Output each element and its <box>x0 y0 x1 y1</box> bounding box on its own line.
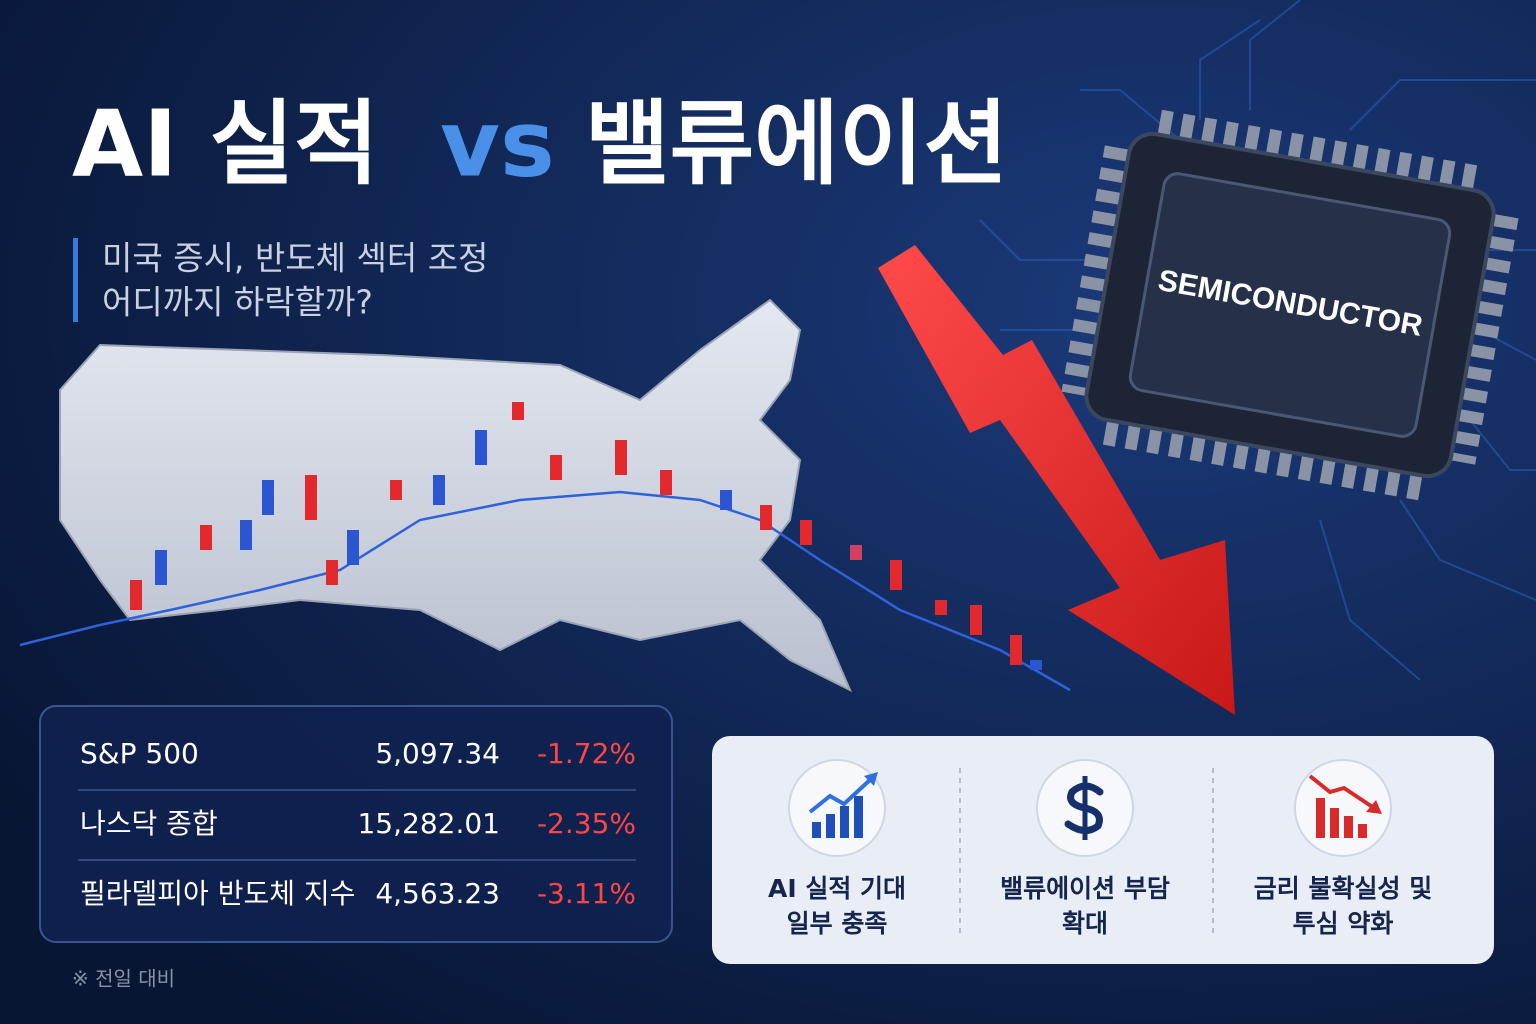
us-map <box>59 298 852 693</box>
factor-label: 금리 불확실성 및 <box>1254 874 1432 903</box>
candle <box>760 505 772 530</box>
title-part: 밸류에이션 <box>585 90 1008 197</box>
chip-pins <box>1061 145 1135 397</box>
icon-bar <box>1358 824 1367 838</box>
subtitle: 어디까지 하락할까? <box>102 283 373 322</box>
index-panel <box>39 705 673 943</box>
icon-bar <box>854 796 863 838</box>
index-rows: S&P 500 5,097.34 -1.72% 나스닥 종합 15,282.01 -2.3… <box>78 737 636 910</box>
icon-bar <box>826 814 835 838</box>
candle <box>800 520 812 545</box>
candle <box>1030 660 1042 670</box>
icon-bar <box>1316 798 1325 838</box>
candle <box>240 520 252 550</box>
index-name: 필라델피아 반도체 지수 <box>80 877 355 910</box>
candle <box>970 605 982 635</box>
candle <box>347 530 359 565</box>
factor-label: 확대 <box>1062 909 1108 938</box>
icon-bar <box>1344 816 1353 838</box>
candle <box>155 550 167 585</box>
candles <box>130 402 1042 670</box>
candle <box>390 480 402 500</box>
circuit-lines <box>979 0 1536 681</box>
factor-label: 일부 충족 <box>787 909 888 938</box>
icon-dollar <box>1036 759 1134 857</box>
icon-bar <box>1330 808 1339 838</box>
subtitle: 미국 증시, 반도체 섹터 조정 <box>102 239 488 278</box>
footnote: ※ 전일 대비 <box>72 967 175 991</box>
icon-arrow <box>1308 774 1376 810</box>
candle <box>850 545 862 560</box>
title-vs: vs <box>440 90 555 197</box>
chip-die <box>1128 172 1452 438</box>
index-value: 15,282.01 <box>357 807 500 840</box>
candle <box>433 475 445 505</box>
candle <box>1010 635 1022 665</box>
factor-label: 투심 약화 <box>1293 909 1394 938</box>
candle <box>550 455 562 480</box>
candle <box>130 580 142 610</box>
icon-bar <box>840 806 849 838</box>
subtitle-bar <box>73 238 78 322</box>
chip-pins <box>1102 415 1424 501</box>
index-change: -2.35% <box>537 807 636 840</box>
candle <box>720 490 732 510</box>
factor-label: 밸류에이션 부담 <box>1000 874 1170 903</box>
candle <box>615 440 627 475</box>
trend-line <box>19 490 1071 692</box>
candle <box>660 470 672 495</box>
icon-decline <box>1294 759 1392 857</box>
index-name: 나스닥 종합 <box>80 807 218 840</box>
index-value: 4,563.23 <box>375 877 500 910</box>
chip-pins <box>1445 213 1519 465</box>
index-name: S&P 500 <box>80 737 199 770</box>
chip: SEMICONDUCTOR <box>1061 109 1519 501</box>
chip-pins <box>1156 109 1478 195</box>
candle <box>890 560 902 590</box>
index-value: 5,097.34 <box>375 737 500 770</box>
candle <box>262 480 274 515</box>
factor-label: AI 실적 기대 <box>768 874 906 903</box>
icon-arrow-head <box>1366 800 1382 814</box>
down-arrow <box>878 245 1235 715</box>
index-change: -1.72% <box>537 737 636 770</box>
candle <box>935 600 947 615</box>
icon-growth <box>788 759 886 857</box>
icon-bar <box>812 822 821 838</box>
candle <box>200 525 212 550</box>
title-part: AI 실적 <box>72 90 379 197</box>
icon-arrow <box>808 776 874 814</box>
candle <box>512 402 524 420</box>
candle <box>326 560 338 585</box>
candle <box>475 430 487 465</box>
icon-arrow-head <box>864 772 878 786</box>
index-change: -3.11% <box>537 877 636 910</box>
candle <box>305 475 317 520</box>
